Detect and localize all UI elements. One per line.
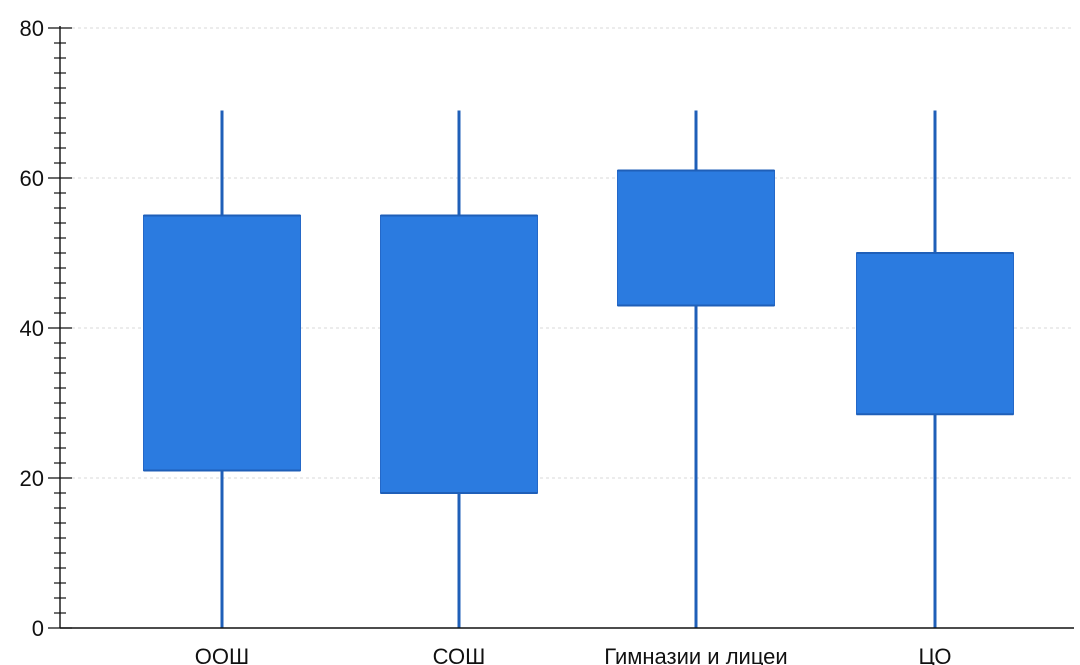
y-tick-label-60: 60 bbox=[20, 166, 44, 191]
box-layer bbox=[143, 169, 1014, 494]
tick-layer bbox=[48, 27, 72, 629]
x-category-label-1: ООШ bbox=[195, 644, 249, 665]
y-tick-label-40: 40 bbox=[20, 316, 44, 341]
y-tick-label-80: 80 bbox=[20, 16, 44, 41]
axis-layer bbox=[59, 26, 1074, 629]
whisker-layer bbox=[220, 110, 937, 628]
x-category-label-2: СОШ bbox=[433, 644, 486, 665]
x-category-label-4: ЦО bbox=[919, 644, 952, 665]
box-1 bbox=[143, 215, 301, 471]
label-layer: 0 20 40 60 80 ООШ СОШ Гимназии и лицеи ЦО bbox=[20, 16, 952, 665]
box-3 bbox=[617, 170, 775, 306]
y-tick-label-20: 20 bbox=[20, 466, 44, 491]
box-2 bbox=[380, 215, 538, 494]
box-4 bbox=[856, 252, 1014, 415]
y-tick-label-0: 0 bbox=[32, 616, 44, 641]
x-category-label-3: Гимназии и лицеи bbox=[604, 644, 787, 665]
